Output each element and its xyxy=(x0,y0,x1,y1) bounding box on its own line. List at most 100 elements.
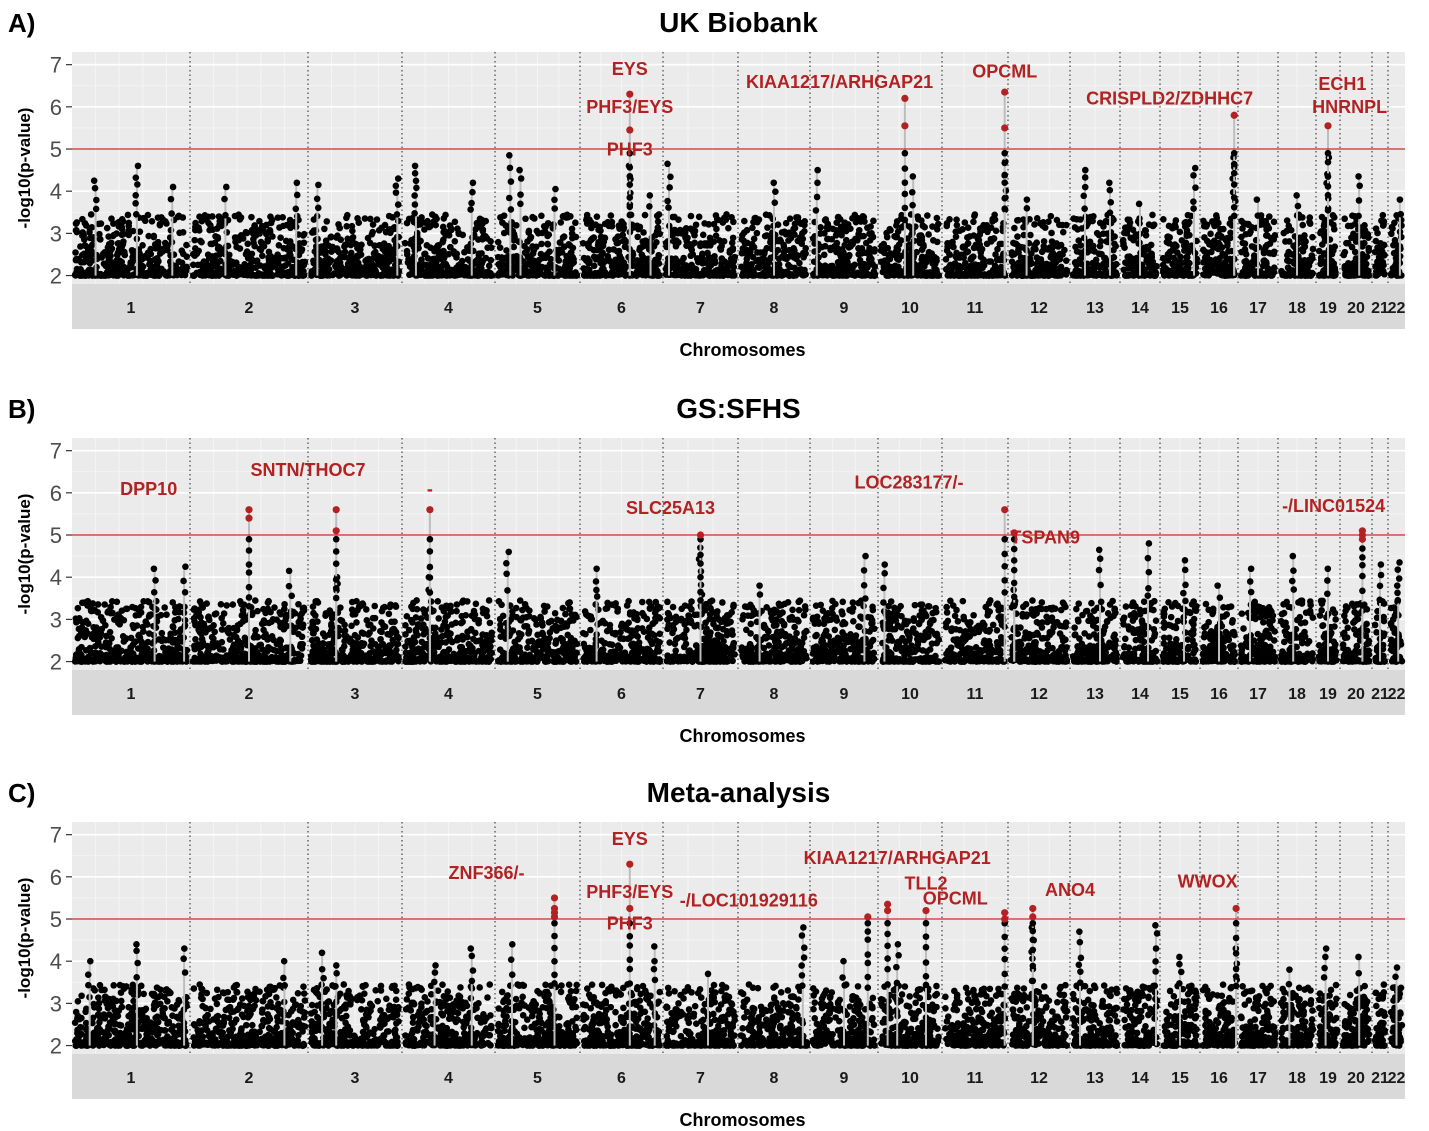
chromosome-label: 10 xyxy=(901,300,919,317)
snp-point xyxy=(991,211,998,219)
snp-point xyxy=(599,234,607,241)
snp-point xyxy=(106,257,114,265)
snp-point xyxy=(269,258,276,265)
snp-point xyxy=(706,234,714,242)
snp-point xyxy=(75,255,82,263)
snp-point xyxy=(786,253,794,260)
snp-point xyxy=(525,260,533,268)
snp-point xyxy=(325,259,333,267)
snp-point xyxy=(325,265,333,273)
snp-point xyxy=(651,268,659,275)
snp-point xyxy=(901,179,909,186)
snp-point xyxy=(357,251,365,258)
snp-point xyxy=(1342,269,1349,277)
snp-point xyxy=(1332,271,1339,279)
points-layer xyxy=(71,92,1405,279)
snp-point xyxy=(255,270,263,277)
snp-point xyxy=(1230,149,1238,157)
snp-point xyxy=(500,229,508,237)
snp-point xyxy=(962,259,969,267)
snp-point xyxy=(1093,229,1101,237)
snp-point xyxy=(787,234,795,242)
snp-point xyxy=(92,649,100,657)
snp-point xyxy=(169,599,177,606)
snp-point xyxy=(818,271,826,279)
snp-point xyxy=(1330,225,1338,233)
snp-point xyxy=(770,179,778,187)
snp-point xyxy=(814,179,821,187)
snp-point xyxy=(1143,243,1151,251)
snp-point xyxy=(103,269,111,276)
snp-point xyxy=(1243,261,1251,269)
snp-point xyxy=(193,269,200,277)
snp-point xyxy=(154,242,162,249)
snp-point xyxy=(551,196,558,204)
snp-point xyxy=(90,177,98,184)
snp-point xyxy=(725,224,732,232)
snp-point xyxy=(432,213,439,221)
snp-point xyxy=(191,236,198,244)
snp-point xyxy=(640,256,647,263)
snp-point xyxy=(130,271,137,279)
snp-point xyxy=(474,221,481,229)
snp-point xyxy=(147,245,155,253)
gene-label: CRISPLD2/ZDHHC7 xyxy=(1086,89,1253,109)
snp-point xyxy=(1126,216,1133,224)
y-axis-title: -log10(p-value) xyxy=(15,108,34,229)
snp-point xyxy=(1033,239,1040,246)
chromosome-label: 14 xyxy=(1131,300,1149,317)
snp-point xyxy=(242,228,250,236)
chromosome-label: 22 xyxy=(1388,300,1406,317)
snp-point xyxy=(93,196,100,204)
snp-point xyxy=(1123,229,1131,237)
snp-point xyxy=(102,262,110,270)
snp-point xyxy=(664,197,671,205)
panel-title: UK Biobank xyxy=(659,7,818,38)
snp-point xyxy=(626,164,634,171)
snp-point xyxy=(392,189,400,196)
chromosome-label: 11 xyxy=(967,300,984,317)
panel-title: GS:SFHS xyxy=(676,393,800,424)
snp-point xyxy=(849,238,856,246)
snp-point xyxy=(78,643,85,651)
snp-point xyxy=(1238,217,1245,225)
snp-point xyxy=(411,247,419,255)
y-tick-label: 4 xyxy=(50,179,62,204)
snp-point xyxy=(720,214,728,222)
snp-point xyxy=(1380,241,1388,249)
snp-point xyxy=(474,272,481,279)
snp-point xyxy=(442,211,449,219)
snp-point xyxy=(705,254,713,261)
gene-label: EYS xyxy=(612,59,648,79)
snp-point xyxy=(1340,251,1348,259)
snp-point xyxy=(754,218,761,226)
snp-point xyxy=(517,191,524,198)
snp-point xyxy=(684,271,692,278)
snp-point xyxy=(72,249,79,256)
snp-point xyxy=(1219,250,1226,258)
snp-point xyxy=(134,181,141,188)
snp-point xyxy=(1220,271,1228,279)
snp-point xyxy=(411,201,419,208)
snp-point xyxy=(298,247,305,255)
snp-point xyxy=(953,216,960,224)
snp-point xyxy=(641,211,649,219)
snp-point xyxy=(1213,268,1220,276)
snp-point xyxy=(87,267,95,274)
snp-point xyxy=(909,201,916,209)
snp-point xyxy=(447,244,454,251)
significant-snp-point xyxy=(1001,88,1009,96)
snp-point xyxy=(633,257,641,264)
snp-point xyxy=(464,256,472,263)
significant-snp-point xyxy=(1324,122,1332,130)
snp-point xyxy=(87,247,95,255)
snp-point xyxy=(104,609,111,616)
snp-point xyxy=(1381,270,1388,278)
snp-point xyxy=(293,212,301,220)
snp-point xyxy=(82,617,90,625)
snp-point xyxy=(969,264,976,272)
snp-point xyxy=(654,218,662,225)
snp-point xyxy=(1014,242,1022,250)
snp-point xyxy=(341,241,349,249)
snp-point xyxy=(901,204,909,212)
